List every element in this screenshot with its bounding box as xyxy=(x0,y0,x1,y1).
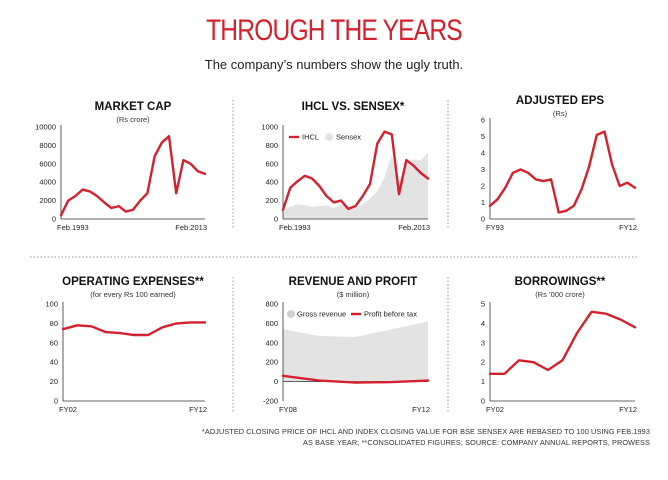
y-tick-label: 5 xyxy=(481,132,485,141)
series-line xyxy=(488,130,637,214)
chart-market-cap: MARKET CAP (Rs crore) 0 2000 4000 6000 8000 100… xyxy=(35,101,207,232)
series-line xyxy=(61,321,207,337)
chart-title: ADJUSTED EPS xyxy=(516,95,605,107)
y-tick-label: 0 xyxy=(52,215,56,224)
chart-subtitle: (Rs) xyxy=(553,109,568,118)
x-tick-label: FY12 xyxy=(619,405,637,414)
page-subtitle: The company’s numbers show the ugly trut… xyxy=(204,57,464,72)
y-tick-label: 600 xyxy=(265,319,278,328)
y-tick-label: 2000 xyxy=(39,196,56,205)
x-tick-label: FY08 xyxy=(279,405,297,414)
y-tick-label: 6000 xyxy=(39,159,56,168)
x-tick-label: FY12 xyxy=(189,405,207,414)
chart-operating-expenses: OPERATING EXPENSES** (for every Rs 100 ea… xyxy=(45,276,207,414)
y-tick-label: 4 xyxy=(481,319,485,328)
x-tick-label: FY02 xyxy=(59,405,77,414)
y-tick-label: 6 xyxy=(481,116,485,125)
x-tick-label: Feb.2013 xyxy=(398,223,430,232)
y-tick-label: 2 xyxy=(481,358,485,367)
y-tick-label: 200 xyxy=(265,196,278,205)
x-tick-label: FY02 xyxy=(486,405,504,414)
y-tick-label: 200 xyxy=(265,358,278,367)
y-tick-label: 0 xyxy=(274,215,278,224)
x-tick-label: Feb.2013 xyxy=(175,223,207,232)
chart-borrowings: BORROWINGS** (Rs ’000 crore) 0 1 2 3 4 5 FY02 FY1… xyxy=(481,276,637,414)
x-tick-label: Feb.1993 xyxy=(279,223,311,232)
y-tick-label: -200 xyxy=(263,397,278,406)
legend-label-gross-revenue: Gross revenue xyxy=(297,310,346,319)
y-tick-label: 0 xyxy=(54,397,58,406)
y-tick-label: 5 xyxy=(481,300,485,309)
legend-label-ihcl: IHCL xyxy=(302,133,319,142)
area-gross-revenue xyxy=(283,321,428,382)
y-tick-label: 8000 xyxy=(39,141,56,150)
legend-swatch-sensex xyxy=(325,133,333,141)
y-tick-label: 600 xyxy=(265,159,278,168)
chart-ihcl-vs-sensex: IHCL VS. SENSEX* 0 200 400 600 800 1000 Feb.199… xyxy=(261,101,430,232)
y-tick-label: 4000 xyxy=(39,178,56,187)
chart-revenue-and-profit: REVENUE AND PROFIT ($ million) -200 0 200 400… xyxy=(263,276,430,414)
y-tick-label: 4 xyxy=(481,149,485,158)
x-tick-label: FY12 xyxy=(619,223,637,232)
chart-title: REVENUE AND PROFIT xyxy=(289,276,418,288)
series-line-ihcl xyxy=(281,130,430,211)
chart-subtitle: (for every Rs 100 earned) xyxy=(90,290,176,299)
page-title: THROUGH THE YEARS xyxy=(206,14,463,47)
y-tick-label: 3 xyxy=(481,165,485,174)
y-tick-label: 100 xyxy=(45,300,58,309)
y-tick-label: 3 xyxy=(481,338,485,347)
chart-title: IHCL VS. SENSEX* xyxy=(302,101,405,113)
y-tick-label: 1000 xyxy=(261,123,278,132)
legend-label-sensex: Sensex xyxy=(336,133,361,142)
legend-label-profit: Profit before tax xyxy=(364,310,417,319)
series-line-profit-before-tax xyxy=(281,374,430,384)
chart-subtitle: (Rs crore) xyxy=(116,115,150,124)
y-tick-label: 400 xyxy=(265,178,278,187)
y-tick-label: 2 xyxy=(481,182,485,191)
chart-adjusted-eps: ADJUSTED EPS (Rs) 0 1 2 3 4 5 6 FY93 FY12 xyxy=(481,95,637,232)
y-tick-label: 10000 xyxy=(35,123,56,132)
x-tick-label: Feb.1993 xyxy=(57,223,89,232)
y-tick-label: 0 xyxy=(274,377,278,386)
footnote-line-2: AS BASE YEAR; **CONSOLIDATED FIGURES; SO… xyxy=(303,438,650,447)
y-tick-label: 0 xyxy=(481,397,485,406)
chart-subtitle: ($ million) xyxy=(337,290,370,299)
y-tick-label: 800 xyxy=(265,300,278,309)
series-line xyxy=(59,135,207,217)
series-line xyxy=(488,310,637,375)
legend-swatch-gross-revenue xyxy=(287,310,295,318)
y-tick-label: 60 xyxy=(50,338,58,347)
y-tick-label: 1 xyxy=(481,377,485,386)
footnote-line-1: *ADJUSTED CLOSING PRICE OF IHCL AND INDE… xyxy=(201,427,650,436)
x-tick-label: FY93 xyxy=(486,223,504,232)
chart-subtitle: (Rs ’000 crore) xyxy=(535,290,585,299)
area-sensex xyxy=(283,152,428,219)
chart-title: BORROWINGS** xyxy=(515,276,606,288)
x-tick-label: FY12 xyxy=(412,405,430,414)
chart-title: MARKET CAP xyxy=(95,101,172,113)
y-tick-label: 20 xyxy=(50,377,58,386)
y-tick-label: 1 xyxy=(481,198,485,207)
y-tick-label: 40 xyxy=(50,358,58,367)
y-tick-label: 400 xyxy=(265,338,278,347)
y-tick-label: 800 xyxy=(265,141,278,150)
y-tick-label: 0 xyxy=(481,215,485,224)
y-tick-label: 80 xyxy=(50,319,58,328)
chart-title: OPERATING EXPENSES** xyxy=(62,276,204,288)
footnote: *ADJUSTED CLOSING PRICE OF IHCL AND INDE… xyxy=(90,426,650,448)
